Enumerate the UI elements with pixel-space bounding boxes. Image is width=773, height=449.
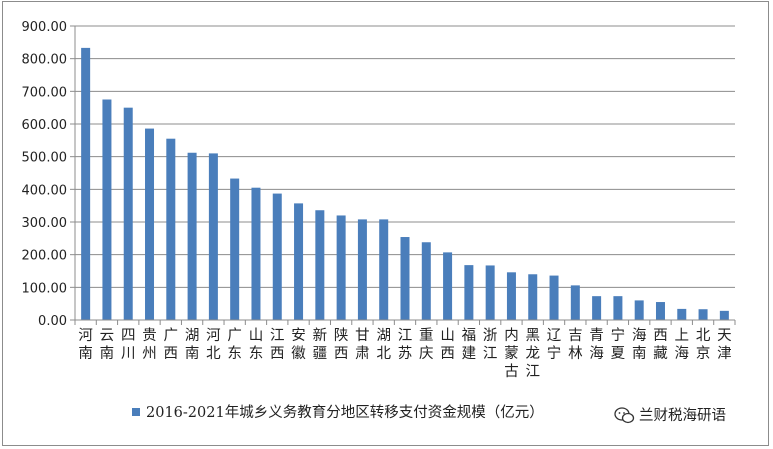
x-category-label: 上海	[675, 327, 690, 362]
watermark: 兰财税海研语	[606, 402, 758, 428]
bar	[187, 152, 197, 320]
x-category-label: 湖南	[185, 327, 200, 362]
bar	[166, 138, 176, 320]
x-category-label: 甘肃	[355, 327, 370, 362]
x-category-label: 湖北	[376, 327, 391, 362]
x-category-label: 江西	[270, 327, 285, 362]
x-category-label: 西藏	[653, 328, 668, 362]
y-tick-label: 300.00	[22, 216, 68, 231]
gridlines	[75, 25, 735, 288]
y-tick-label: 200.00	[22, 249, 68, 264]
bar	[294, 203, 304, 320]
axes	[74, 26, 736, 325]
y-tick-label: 700.00	[22, 85, 68, 100]
bars	[81, 47, 729, 321]
watermark-text: 兰财税海研语	[639, 407, 726, 424]
x-category-label: 山西	[440, 327, 455, 362]
legend-swatch	[132, 408, 140, 416]
bar	[634, 300, 644, 320]
bar	[400, 237, 410, 320]
bar	[592, 296, 602, 320]
bar	[464, 265, 474, 320]
bar	[81, 47, 91, 321]
x-category-label: 河北	[206, 327, 221, 362]
x-category-label: 四川	[121, 328, 136, 362]
bar	[570, 285, 580, 320]
bar	[230, 178, 240, 320]
legend: 2016-2021年城乡义务教育分地区转移支付资金规模（亿元）	[132, 404, 544, 421]
bar	[549, 275, 559, 320]
x-axis-labels: 河南云南四川贵州广西湖南河北广东山东江西安徽新疆陕西甘肃湖北江苏重庆山西福建浙江…	[78, 327, 731, 380]
bar	[357, 219, 367, 320]
y-tick-label: 500.00	[22, 151, 68, 166]
x-category-label: 内蒙古	[504, 327, 519, 380]
x-category-label: 广东	[227, 327, 242, 362]
x-category-label: 重庆	[419, 327, 434, 362]
bar	[251, 187, 261, 320]
bar	[506, 272, 516, 320]
bar	[655, 302, 665, 320]
chart-svg: 0.00 100.00 200.00 300.00 400.00 500.00 600.00…	[22, 20, 758, 428]
x-category-label: 北京	[696, 327, 711, 362]
bar	[698, 309, 708, 320]
x-category-label: 山东	[249, 327, 264, 362]
x-category-label: 广西	[164, 327, 179, 362]
x-category-label: 云南	[100, 328, 115, 362]
y-tick-label: 0.00	[38, 314, 67, 329]
y-tick-label: 600.00	[22, 118, 68, 133]
x-category-label: 海南	[632, 327, 647, 362]
x-category-label: 福建	[462, 327, 477, 362]
x-category-label: 新疆	[313, 327, 328, 362]
x-category-label: 青海	[589, 327, 604, 362]
x-category-label: 安徽	[291, 327, 306, 362]
bar	[123, 107, 133, 321]
y-axis-ticks: 0.00 100.00 200.00 300.00 400.00 500.00 600.00…	[22, 20, 75, 329]
bar	[336, 215, 346, 320]
x-category-label: 贵州	[142, 327, 157, 362]
x-category-label: 辽宁	[547, 327, 562, 362]
bar	[528, 274, 538, 320]
bar	[613, 296, 623, 320]
bar	[315, 210, 325, 320]
x-category-label: 黑龙江	[525, 328, 540, 380]
bar	[145, 128, 155, 320]
x-category-label: 浙江	[483, 327, 498, 362]
y-tick-label: 800.00	[22, 53, 68, 68]
wechat-icon	[614, 407, 635, 424]
bar	[421, 242, 431, 320]
bar	[719, 310, 729, 320]
x-category-label: 陕西	[334, 327, 349, 362]
bar	[102, 99, 112, 320]
bar	[379, 219, 389, 320]
legend-label: 2016-2021年城乡义务教育分地区转移支付资金规模（亿元）	[146, 404, 544, 421]
bar	[677, 308, 687, 320]
bar	[443, 252, 453, 320]
x-category-label: 天津	[717, 328, 732, 362]
y-tick-label: 900.00	[22, 20, 68, 35]
x-category-label: 江苏	[398, 327, 413, 362]
x-category-label: 宁夏	[611, 327, 626, 362]
y-tick-label: 400.00	[22, 183, 68, 198]
x-category-label: 吉林	[568, 327, 583, 362]
bar	[485, 265, 495, 320]
bar	[272, 193, 282, 320]
y-tick-label: 100.00	[22, 281, 68, 296]
x-category-label: 河南	[78, 327, 93, 362]
bar	[208, 153, 218, 320]
